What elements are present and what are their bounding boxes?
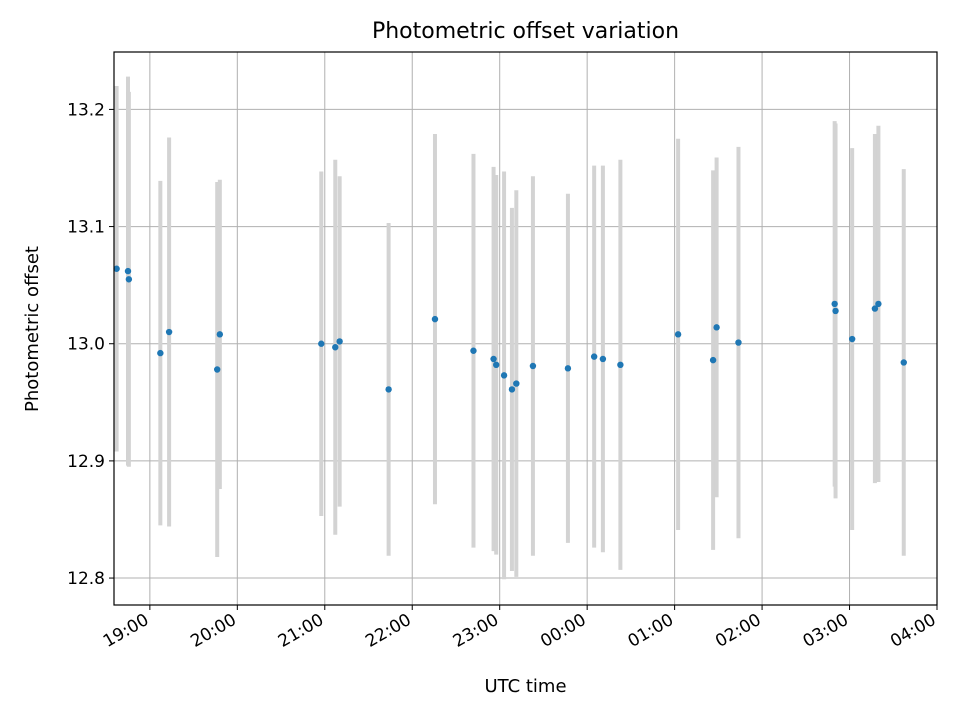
data-point xyxy=(500,372,508,379)
data-point xyxy=(336,338,343,345)
data-point xyxy=(157,349,164,357)
data-point xyxy=(113,265,120,272)
data-point xyxy=(590,353,598,360)
data-point xyxy=(332,344,339,351)
data-point xyxy=(216,331,224,338)
y-tick-label: 13.1 xyxy=(67,218,105,238)
data-point xyxy=(529,362,537,370)
data-point xyxy=(674,331,682,338)
y-tick-label: 12.9 xyxy=(67,452,105,472)
data-point xyxy=(900,359,907,366)
data-point xyxy=(599,355,607,363)
data-point xyxy=(875,300,882,308)
plot-area xyxy=(114,52,937,605)
chart-title: Photometric offset variation xyxy=(372,19,679,44)
data-point xyxy=(513,380,520,387)
x-axis-label: UTC time xyxy=(484,676,566,697)
data-point xyxy=(165,328,173,336)
data-point xyxy=(871,305,879,312)
plot-frame xyxy=(113,51,938,606)
data-point xyxy=(124,267,132,275)
y-tick-label: 13.0 xyxy=(67,335,105,355)
grid-layer xyxy=(114,52,938,605)
data-point xyxy=(125,276,133,283)
data-point xyxy=(385,386,392,393)
data-point xyxy=(832,307,839,315)
data-point xyxy=(431,315,439,323)
data-point xyxy=(709,356,717,364)
data-point xyxy=(564,365,572,372)
data-point xyxy=(617,361,624,369)
data-point xyxy=(318,340,325,347)
point-layer xyxy=(113,265,907,393)
data-point xyxy=(214,366,221,373)
data-point xyxy=(848,335,856,343)
data-point xyxy=(470,347,477,354)
y-axis-label: Photometric offset xyxy=(22,246,43,412)
data-point xyxy=(490,355,497,363)
data-point xyxy=(493,361,500,369)
y-tick-label: 13.2 xyxy=(67,100,105,120)
data-point xyxy=(735,339,742,346)
data-point xyxy=(508,386,516,393)
data-point xyxy=(831,300,838,308)
y-tick-label: 12.8 xyxy=(67,569,105,589)
data-point xyxy=(713,324,720,331)
